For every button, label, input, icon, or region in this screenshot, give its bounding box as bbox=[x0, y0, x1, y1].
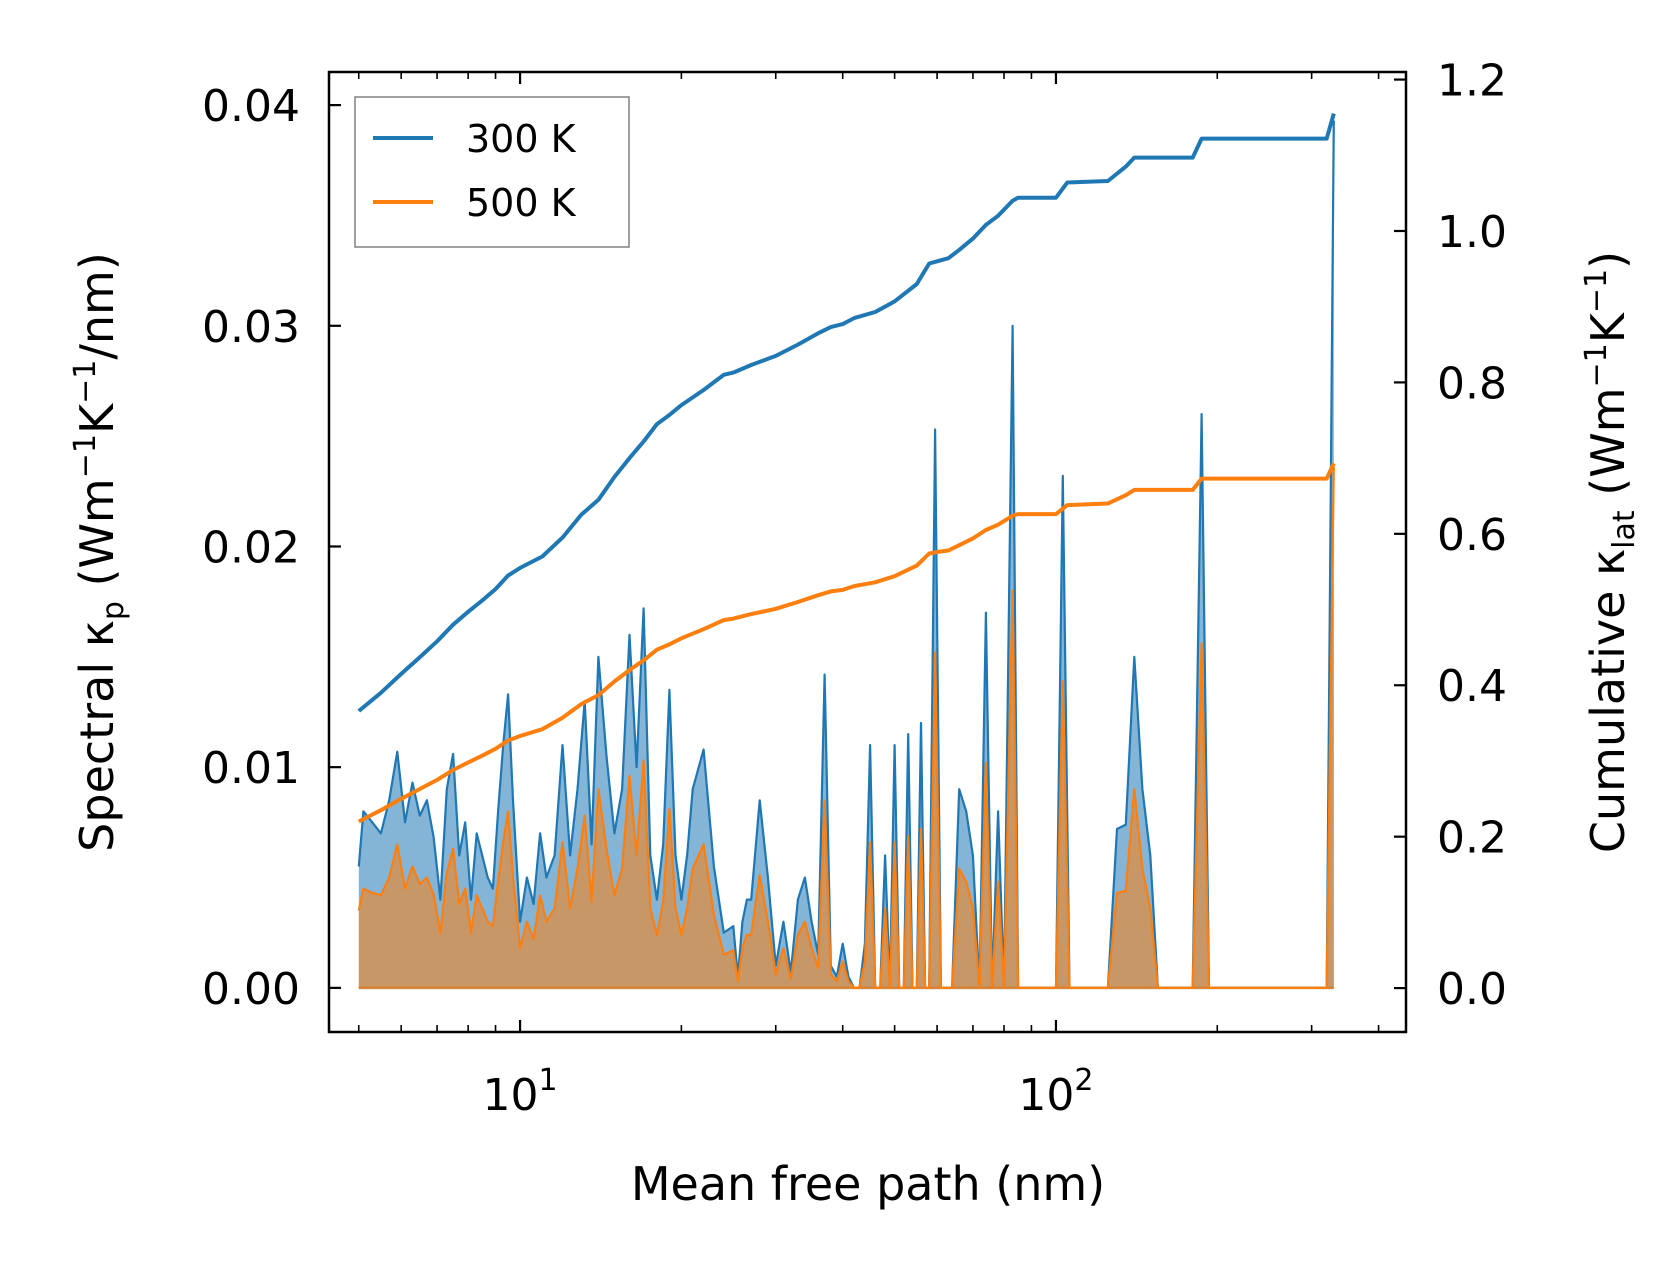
y-axis-label-left: Spectral κp (Wm−1K−1/nm) bbox=[68, 252, 131, 852]
plot-area bbox=[357, 113, 1336, 990]
y-right-tick-label: 0.8 bbox=[1437, 358, 1507, 409]
legend-label-500k: 500 K bbox=[466, 181, 577, 225]
y-left-tick-label: 0.03 bbox=[202, 302, 300, 353]
legend-label-300k: 300 K bbox=[466, 117, 577, 161]
axis-ticks: 101 102 0.00 0.01 0.02 0.03 0.04 0.0 0.2 0.4 0.6 0.… bbox=[202, 56, 1507, 1121]
y-right-tick-label: 1.2 bbox=[1437, 56, 1507, 107]
y-left-tick-label: 0.01 bbox=[202, 743, 300, 794]
y-left-tick-label: 0.02 bbox=[202, 522, 300, 573]
y-right-tick-label: 1.0 bbox=[1437, 207, 1507, 258]
cumulative-line-500k bbox=[357, 462, 1336, 824]
x-axis-label: Mean free path (nm) bbox=[631, 1157, 1105, 1211]
spectral-area-300k bbox=[358, 120, 1334, 988]
axes-frame bbox=[327, 70, 1408, 1034]
y-right-tick-label: 0.4 bbox=[1437, 661, 1507, 712]
spectral-line-300k bbox=[357, 120, 1335, 990]
y-right-tick-label: 0.6 bbox=[1437, 510, 1507, 561]
spectral-area-500k bbox=[358, 467, 1334, 988]
y-right-tick-label: 0.2 bbox=[1437, 813, 1507, 864]
x-tick-label: 102 bbox=[1018, 1063, 1093, 1121]
y-left-tick-label: 0.00 bbox=[202, 964, 300, 1015]
legend-box bbox=[354, 96, 630, 248]
spectral-line-500k bbox=[357, 466, 1335, 990]
cumulative-line-300k bbox=[357, 113, 1336, 713]
legend: 300 K 500 K bbox=[354, 96, 630, 248]
y-axis-label-right: Cumulative κlat (Wm−1K−1) bbox=[1579, 251, 1642, 853]
x-tick-label: 101 bbox=[483, 1063, 558, 1121]
y-right-tick-label: 0.0 bbox=[1437, 964, 1507, 1015]
y-left-tick-label: 0.04 bbox=[202, 81, 300, 132]
